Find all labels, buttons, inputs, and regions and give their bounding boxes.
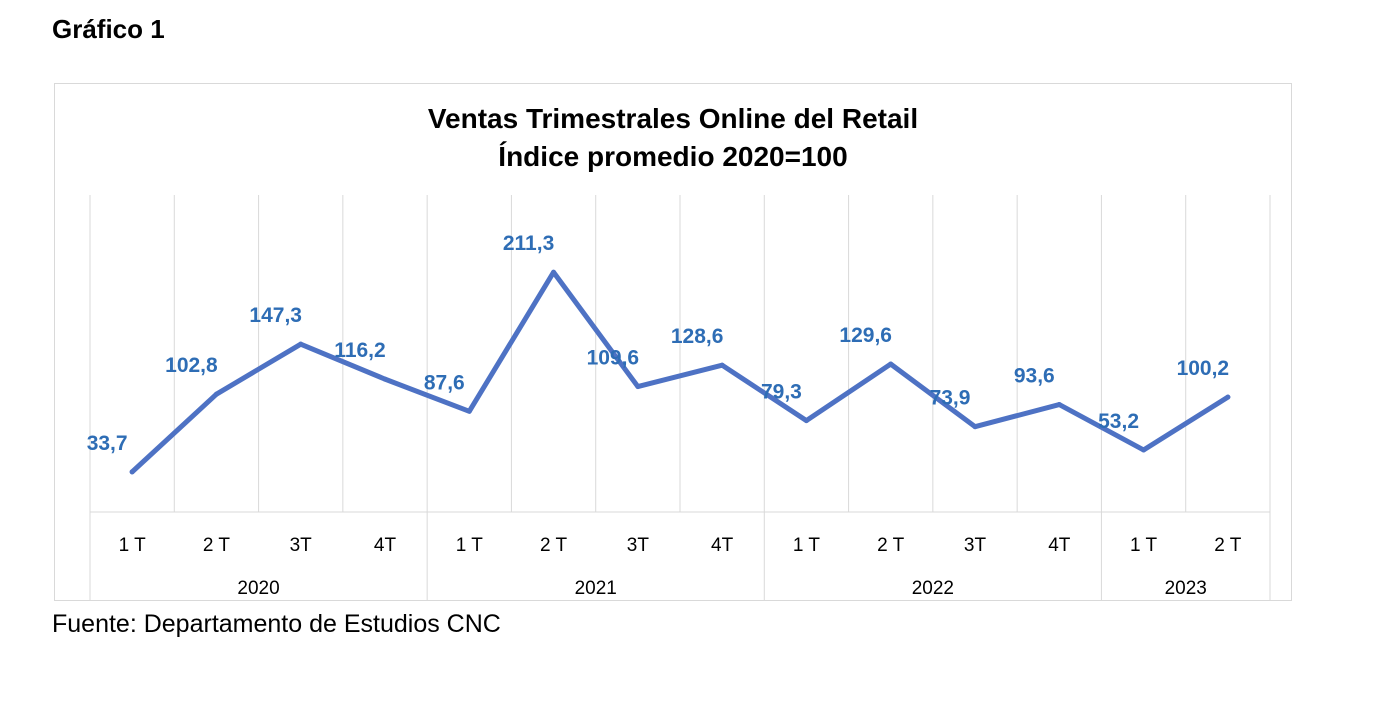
series-line — [129, 269, 1231, 475]
data-label: 102,8 — [165, 354, 218, 377]
data-point — [382, 376, 388, 382]
data-label: 109,6 — [587, 347, 640, 370]
data-point — [466, 408, 472, 414]
data-point — [1056, 402, 1062, 408]
data-label: 129,6 — [839, 324, 892, 347]
data-label: 116,2 — [334, 339, 385, 362]
data-point — [213, 391, 219, 397]
data-label: 93,6 — [1014, 365, 1055, 388]
x-group-label: 2022 — [912, 578, 954, 599]
data-label: 33,7 — [87, 432, 128, 455]
data-label: 53,2 — [1098, 410, 1139, 433]
source-note: Fuente: Departamento de Estudios CNC — [52, 610, 501, 638]
data-label: 147,3 — [249, 304, 302, 327]
figure-label: Gráfico 1 — [52, 14, 165, 44]
x-tick-label: 2 T — [1214, 535, 1242, 556]
data-label: 87,6 — [424, 371, 465, 394]
data-point — [803, 418, 809, 424]
data-point — [1225, 394, 1231, 400]
data-label: 79,3 — [761, 381, 802, 404]
chart-title-line-2: Índice promedio 2020=100 — [498, 141, 848, 172]
x-group-label: 2023 — [1165, 578, 1207, 599]
data-label: 211,3 — [503, 232, 554, 255]
chart-frame — [54, 83, 1292, 601]
data-point — [1141, 447, 1147, 453]
x-tick-label: 4T — [1048, 535, 1071, 556]
data-point — [129, 469, 135, 475]
x-tick-label: 3T — [290, 535, 313, 556]
data-point — [635, 384, 641, 390]
x-tick-label: 2 T — [203, 535, 231, 556]
x-tick-label: 3T — [627, 535, 650, 556]
data-label: 100,2 — [1177, 357, 1230, 380]
x-tick-label: 3T — [964, 535, 987, 556]
data-point — [298, 341, 304, 347]
x-tick-label: 1 T — [119, 535, 147, 556]
x-tick-label: 1 T — [1130, 535, 1158, 556]
x-group-label: 2020 — [237, 578, 279, 599]
data-label: 73,9 — [930, 387, 971, 410]
chart-title: Ventas Trimestrales Online del Retail Ín… — [54, 100, 1292, 176]
chart-title-line-1: Ventas Trimestrales Online del Retail — [427, 103, 919, 134]
x-tick-label: 2 T — [877, 535, 905, 556]
x-group-label: 2021 — [575, 578, 617, 599]
x-tick-label: 2 T — [540, 535, 568, 556]
x-tick-label: 1 T — [456, 535, 484, 556]
data-point — [888, 361, 894, 367]
x-tick-label: 1 T — [793, 535, 821, 556]
x-tick-label: 4T — [374, 535, 397, 556]
data-point — [972, 424, 978, 430]
x-tick-label: 4T — [711, 535, 734, 556]
data-label: 128,6 — [671, 325, 724, 348]
data-point — [719, 362, 725, 368]
data-point — [551, 269, 557, 275]
